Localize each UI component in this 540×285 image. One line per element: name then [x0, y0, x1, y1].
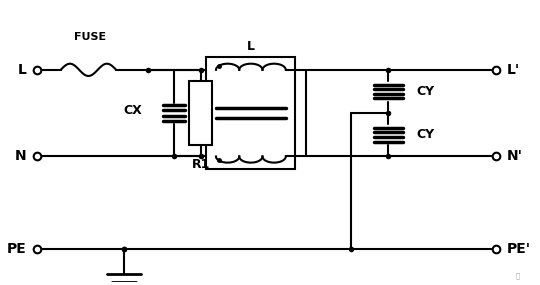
Text: L: L	[247, 40, 255, 53]
Text: CX: CX	[123, 104, 142, 117]
Text: 图: 图	[516, 273, 520, 279]
Text: CY: CY	[416, 128, 434, 141]
Text: CY: CY	[416, 85, 434, 98]
Text: N': N'	[507, 149, 523, 164]
Text: FUSE: FUSE	[73, 32, 106, 42]
Text: PE: PE	[6, 242, 26, 256]
Text: PE': PE'	[507, 242, 531, 256]
Text: L': L'	[507, 63, 521, 77]
Bar	[206, 57, 295, 169]
Text: L: L	[17, 63, 26, 77]
Text: N: N	[15, 149, 26, 164]
Bar	[189, 81, 212, 145]
Text: R1: R1	[192, 158, 210, 171]
